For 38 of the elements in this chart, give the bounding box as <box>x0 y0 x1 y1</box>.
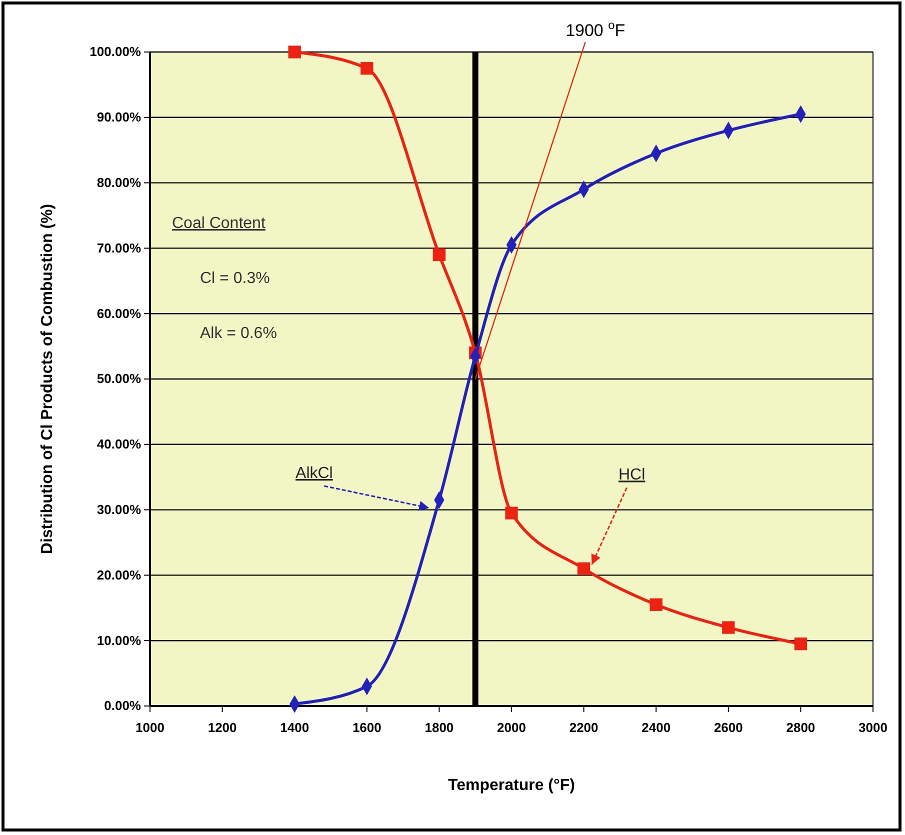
y-tick-label: 80.00% <box>96 174 142 190</box>
point <box>432 248 446 262</box>
point <box>650 598 662 611</box>
y-tick-label: 0.00% <box>104 698 142 714</box>
annotation: Alk = 0.6% <box>200 325 277 342</box>
y-tick-label: 30.00% <box>96 502 142 517</box>
annotation: Coal Content <box>172 215 266 232</box>
x-tick-label: 2400 <box>642 720 671 735</box>
y-axis-title: Distribution of Cl Products of Combustion (%) <box>39 204 56 554</box>
y-tick-label: 10.00% <box>96 632 142 648</box>
x-tick-label: 2600 <box>714 720 743 735</box>
y-tick-label: 70.00% <box>96 240 142 256</box>
x-tick-label: 1800 <box>424 720 454 735</box>
point <box>505 506 518 520</box>
annotation: Cl = 0.3% <box>200 270 270 287</box>
y-tick-label: 40.00% <box>96 436 142 452</box>
y-tick-label: 60.00% <box>96 306 142 321</box>
x-tick-label: 3000 <box>858 720 888 735</box>
x-tick-label: 2800 <box>786 720 816 735</box>
x-tick-label: 1000 <box>136 720 164 735</box>
y-tick-label: 20.00% <box>96 567 142 582</box>
point <box>577 562 590 575</box>
x-tick-label: 1400 <box>280 720 310 735</box>
point <box>288 46 301 58</box>
x-axis-title: Temperature (°F) <box>448 777 576 794</box>
text: HCl <box>618 466 646 484</box>
point <box>360 62 374 75</box>
y-tick-label: 100.00% <box>90 44 142 60</box>
x-tick-label: 2200 <box>569 720 598 735</box>
x-tick-label: 1600 <box>352 720 382 735</box>
point <box>722 621 735 634</box>
x-tick-label: 1200 <box>208 720 237 735</box>
annotation: 1900 $^{o}$F <box>566 18 626 40</box>
text: AlkCl <box>296 464 333 482</box>
y-tick-label: 90.00% <box>96 110 142 125</box>
point <box>794 638 808 650</box>
x-tick-label: 2000 <box>497 720 526 735</box>
y-tick-label: 50.00% <box>96 371 142 386</box>
